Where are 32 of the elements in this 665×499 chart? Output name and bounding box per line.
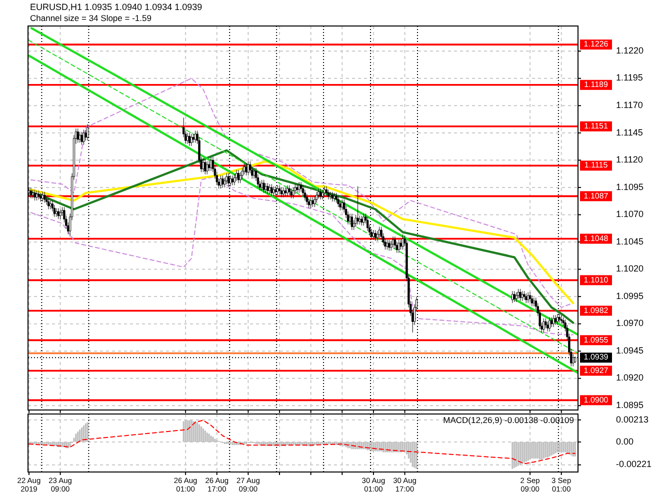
y-tick-label: 1.0895 [616, 400, 644, 410]
ref-line-label: 1.1226 [584, 40, 609, 49]
ref-line-label: 1.1151 [584, 121, 608, 130]
ref-line-label: 1.0982 [584, 306, 609, 315]
ref-line-label: 1.0900 [584, 395, 609, 404]
chart-title: MACD(12,26,9) -0.00138 -0.00109 [443, 415, 574, 425]
ref-line-label: 1.1048 [584, 234, 609, 243]
ref-line-label: 1.0955 [584, 335, 609, 344]
ref-line-label: 1.0939 [584, 352, 609, 362]
y-tick-label: 1.0920 [616, 372, 644, 383]
chart-title: EURUSD,H1 1.0935 1.0940 1.0934 1.0939 [30, 2, 202, 12]
y-tick-label: 1.1045 [616, 236, 644, 246]
y-tick-label: 1.0945 [616, 345, 644, 356]
ref-line-label: 1.0927 [584, 366, 609, 375]
ref-line-label: 1.1115 [584, 160, 608, 170]
ref-line-label: 1.1189 [584, 80, 608, 90]
y-tick-label: 0.00 [616, 436, 634, 446]
ref-line-label: 1.1087 [584, 191, 609, 200]
y-tick-label: 1.1070 [616, 209, 644, 220]
y-tick-label: 1.1170 [616, 100, 643, 110]
y-tick-label: 1.1120 [616, 154, 643, 165]
y-tick-label: 1.1195 [616, 72, 643, 83]
y-tick-label: 0.00213 [616, 414, 649, 424]
y-tick-label: 1.1095 [616, 182, 644, 192]
y-tick-label: -0.00221 [616, 459, 652, 470]
text: Channel size = 34 Slope = -1.59 [30, 13, 152, 23]
ref-line-label: 1.1010 [584, 275, 609, 284]
y-tick-label: 1.1020 [616, 264, 644, 274]
y-tick-label: 1.1220 [616, 45, 644, 56]
y-tick-label: 1.0995 [616, 290, 644, 301]
y-tick-label: 1.1145 [616, 127, 643, 138]
y-tick-label: 1.0970 [616, 318, 644, 328]
